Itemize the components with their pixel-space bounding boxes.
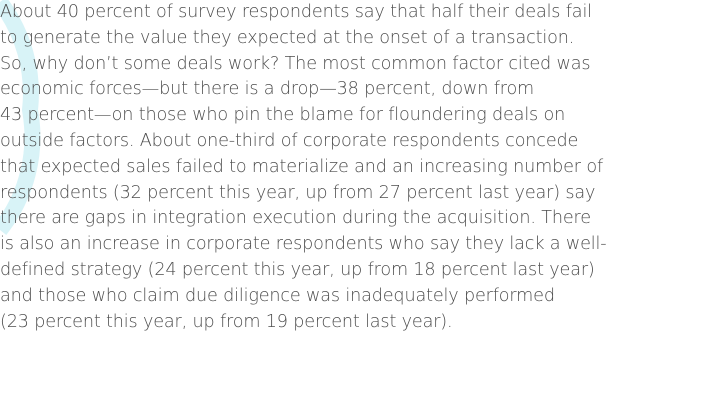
text-line: is also an increase in corporate respond… [0, 234, 607, 255]
text-line: defined strategy (24 percent this year, … [0, 259, 595, 280]
text-line: outside factors. About one-third of corp… [0, 130, 579, 151]
text-line: 43 percent—on those who pin the blame fo… [0, 105, 566, 126]
text-line: and those who claim due diligence was in… [0, 285, 555, 306]
text-line: to generate the value they expected at t… [0, 27, 575, 48]
text-line: that expected sales failed to materializ… [0, 156, 603, 177]
text-line: economic forces—but there is a drop—38 p… [0, 79, 535, 100]
text-line: About 40 percent of survey respondents s… [0, 2, 592, 22]
text-line: respondents (32 percent this year, up fr… [0, 182, 596, 203]
text-line: there are gaps in integration execution … [0, 208, 591, 229]
text-line: So, why don’t some deals work? The most … [0, 53, 591, 74]
paragraph: About 40 percent of survey respondents s… [0, 2, 607, 332]
text-line: (23 percent this year, up from 19 percen… [0, 311, 453, 332]
arc [0, 0, 41, 235]
